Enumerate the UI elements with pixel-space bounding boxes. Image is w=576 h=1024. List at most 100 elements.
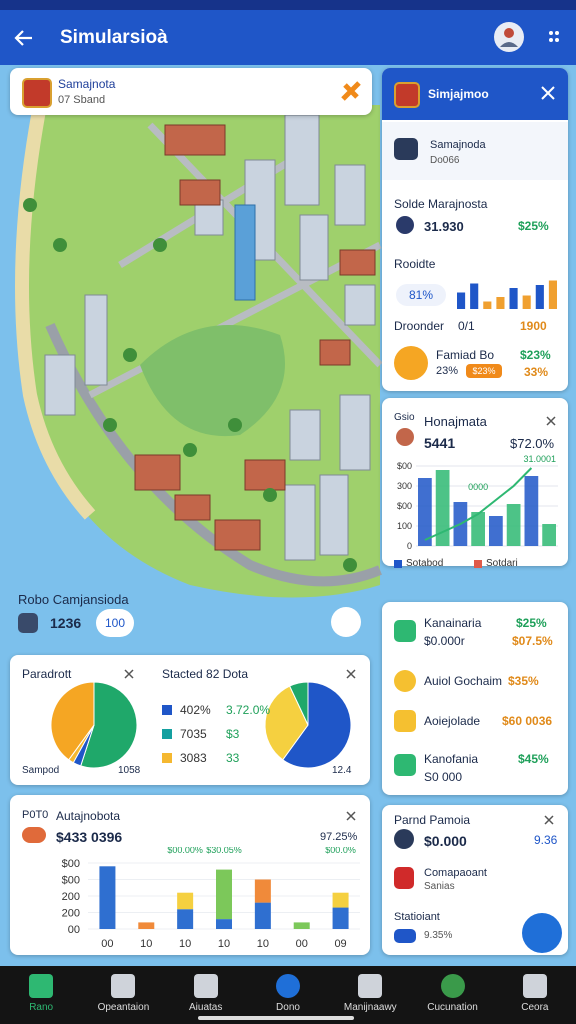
stats-card: Gsio Honajmata 5441 $72.0% $00 300 $00 100 0…: [382, 398, 568, 569]
x-tick-label: 10: [257, 938, 269, 950]
footer-icon: [18, 613, 38, 633]
legend-value: 3.72.0%: [226, 703, 271, 717]
promo-change-1: $23%: [520, 348, 551, 362]
x-tick-label: 10: [218, 938, 230, 950]
stats-avatar: [396, 428, 414, 446]
pie-slice: [50, 681, 95, 761]
close-button[interactable]: [546, 416, 556, 426]
item-change: $25%: [516, 616, 547, 630]
bar: [418, 478, 432, 546]
close-button[interactable]: [346, 669, 356, 679]
item-change: $35%: [508, 674, 539, 688]
y-tick-label: 100: [397, 521, 412, 531]
legend-label: Sotabod: [406, 558, 444, 569]
bar: [542, 524, 556, 546]
bar: [548, 280, 557, 309]
panel-header: Simjajmoo: [382, 68, 568, 120]
legend-swatch: [394, 560, 402, 568]
nav-icon[interactable]: [111, 974, 136, 998]
item-icon: [394, 929, 416, 943]
promo-icon: [394, 346, 428, 380]
x-tick-label: 09: [334, 938, 346, 950]
panel-card[interactable]: Samajnoda Do066: [382, 122, 568, 180]
close-button[interactable]: [540, 85, 556, 101]
item-title: Statioiant: [394, 911, 440, 923]
bar: [524, 476, 539, 546]
nav-label: Opeantaion: [97, 1002, 150, 1013]
bar: [471, 512, 485, 546]
map-card[interactable]: Samajnota 07 Sband: [10, 68, 372, 115]
locate-button[interactable]: [331, 607, 361, 637]
close-button[interactable]: [544, 815, 554, 825]
item-icon: [394, 670, 416, 692]
footer-button[interactable]: 100: [96, 609, 134, 637]
annotation: 0000: [468, 482, 488, 492]
stats-title: Honajmata: [424, 414, 487, 429]
bar: [483, 301, 492, 309]
side-panel: Simjajmoo Samajnoda Do066 Solde Marajnos…: [382, 68, 568, 391]
close-button[interactable]: [124, 669, 134, 679]
item-change: $45%: [518, 752, 549, 766]
nav-label: Ceora: [521, 1002, 549, 1013]
annotation: $00.0%: [325, 847, 356, 855]
card-subtitle: 07 Sband: [58, 94, 106, 106]
nav-icon[interactable]: [193, 974, 218, 998]
bar: [535, 285, 544, 309]
legend-label: 402%: [180, 703, 211, 717]
nav-icon[interactable]: [358, 974, 383, 998]
bar: [332, 907, 349, 929]
pie-card: Paradrott Stacted 82 Dota 402% 3.72.0% 703…: [10, 655, 370, 785]
y-tick-label: 00: [68, 924, 80, 936]
close-button[interactable]: [346, 811, 356, 821]
summary-icon: [396, 216, 414, 234]
promo-tag: $23%: [466, 364, 502, 378]
item-subtitle: $0.000r: [424, 634, 465, 648]
y-tick-label: 200: [62, 908, 80, 920]
summary-change: $25%: [518, 219, 549, 233]
pie-slice: [289, 681, 309, 726]
legend-value: $3: [226, 727, 240, 741]
item-change: $60 0036: [502, 714, 553, 728]
y-tick-label: $00: [397, 501, 412, 511]
item-subtitle: 9.35%: [424, 930, 453, 941]
x-tick-label: 00: [296, 938, 308, 950]
pie-slice: [264, 685, 309, 761]
nav-label: Manijnaawy: [343, 1002, 397, 1013]
app-bar: Simularsioà: [0, 10, 576, 65]
map-footer-title: Robo Camjansioda: [18, 592, 129, 607]
bar: [509, 288, 518, 309]
tool-icon[interactable]: [340, 80, 362, 102]
item-icon: [394, 710, 416, 732]
legend-swatch: [162, 753, 172, 763]
nav-icon[interactable]: [440, 974, 465, 998]
avatar[interactable]: [493, 21, 525, 53]
item-sub-change: $07.5%: [512, 634, 553, 648]
legend-swatch: [162, 729, 172, 739]
stats-legend: Sotabod Sotdari: [394, 558, 564, 572]
y-tick-label: 200: [62, 891, 80, 903]
panel-card-title: Samajnoda: [430, 139, 486, 151]
back-button[interactable]: [14, 28, 34, 48]
bar: [470, 283, 479, 309]
nav-icon[interactable]: [29, 974, 54, 998]
promo-change-2: 33%: [524, 365, 549, 379]
trend-value: $433 0396: [56, 829, 123, 845]
bar: [435, 470, 450, 546]
list-card: Kanainaria $0.000r $25% $07.5% Auiol Goc…: [382, 602, 568, 795]
nav-icon[interactable]: [522, 974, 547, 998]
menu-button[interactable]: [548, 30, 560, 44]
legend-label: Sotdari: [486, 558, 518, 569]
trend-line: [424, 467, 533, 541]
item-icon: [394, 867, 414, 889]
trend-title: Autajnobota: [56, 809, 121, 823]
legend-swatch: [474, 560, 482, 568]
nav-icon[interactable]: [276, 974, 300, 998]
map-footer-value: 1236: [50, 615, 82, 631]
x-tick-label: 00: [101, 938, 113, 950]
fab[interactable]: [522, 913, 562, 953]
x-tick-label: 10: [179, 938, 191, 950]
legend-value: 33: [226, 751, 240, 765]
nav-label: Dono: [276, 1002, 300, 1013]
bottom-nav: Rano Opeantaion Aiuatas Dono Manijnaawy Cucun…: [0, 966, 576, 1024]
